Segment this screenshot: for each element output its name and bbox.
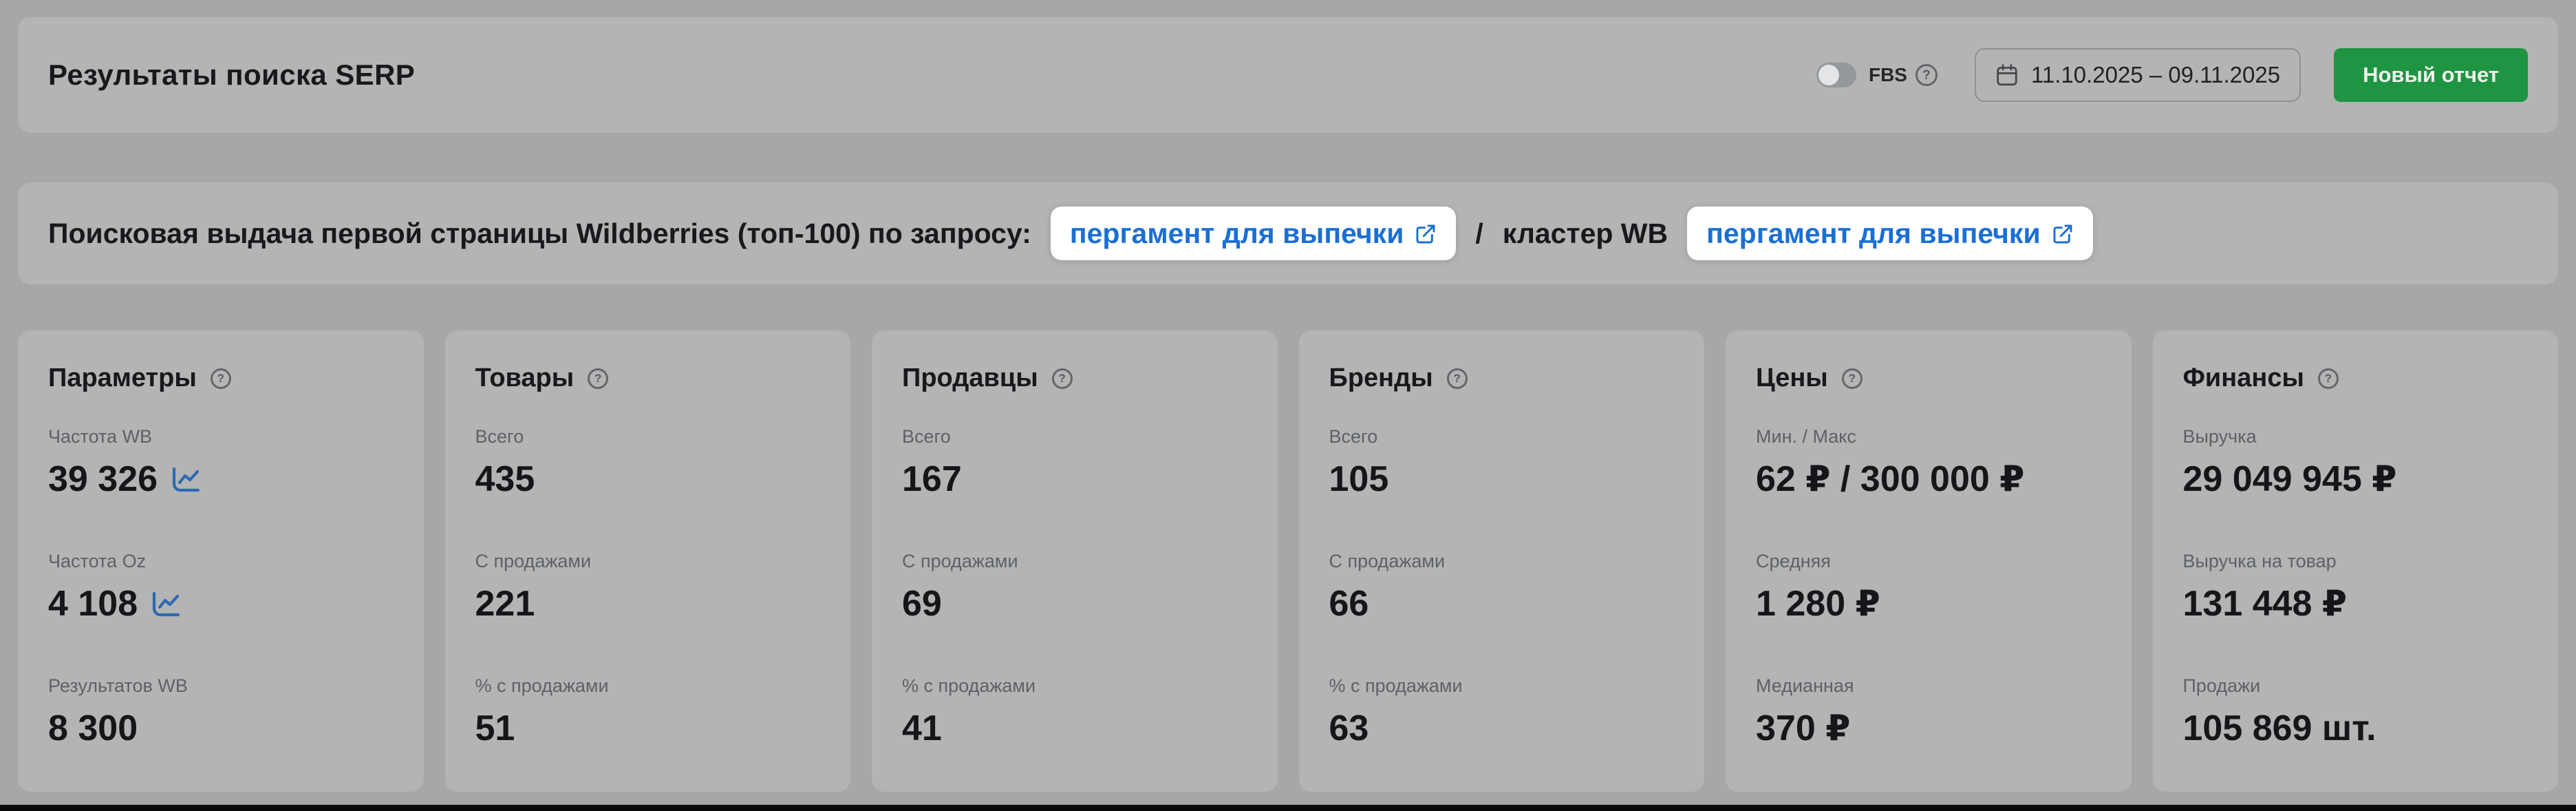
stat-value: 41 xyxy=(902,708,942,748)
cluster-link-pill[interactable]: пергамент для выпечки xyxy=(1687,207,2093,260)
stat-label: Средняя xyxy=(1756,551,1831,571)
stat-label: % с продажами xyxy=(902,675,1036,696)
stat-label: Мин. / Макс xyxy=(1756,426,1856,447)
stat-value: 4 108 xyxy=(48,584,138,624)
chart-line-icon[interactable] xyxy=(170,466,202,495)
query-link-label: пергамент для выпечки xyxy=(1069,217,1404,249)
stat-value: 105 869 шт. xyxy=(2182,708,2376,748)
stat-group: С продажами 69 xyxy=(902,551,1247,622)
stat-value: 62 ₽ / 300 000 ₽ xyxy=(1756,459,2025,499)
stat-value: 1 280 ₽ xyxy=(1756,584,1880,624)
stat-label: Выручка xyxy=(2182,426,2257,447)
date-range-picker[interactable]: 11.10.2025 – 09.11.2025 xyxy=(1974,48,2301,102)
card: Бренды ? Всего 105 С продажами 66 % с пр… xyxy=(1298,330,1704,792)
card: Цены ? Мин. / Макс 62 ₽ / 300 000 ₽ Сред… xyxy=(1726,330,2132,792)
card: Финансы ? Выручка 29 049 945 ₽ Выручка н… xyxy=(2152,330,2558,792)
external-link-icon xyxy=(1416,224,1435,244)
stat-value: 105 xyxy=(1329,459,1389,499)
card-help-icon[interactable]: ? xyxy=(588,368,609,389)
stat-value: 370 ₽ xyxy=(1756,708,1851,748)
stat-group: Всего 435 xyxy=(475,426,821,497)
query-prefix: Поисковая выдача первой страницы Wildber… xyxy=(48,217,1031,249)
new-report-label: Новый отчет xyxy=(2363,63,2499,87)
stat-label: Выручка на товар xyxy=(2182,551,2337,571)
stat-group: Результатов WB 8 300 xyxy=(48,675,394,746)
stat-group: Частота WB 39 326 xyxy=(48,426,394,497)
stat-value: 29 049 945 ₽ xyxy=(2182,459,2397,499)
stat-label: С продажами xyxy=(1329,551,1446,571)
query-link-pill[interactable]: пергамент для выпечки xyxy=(1050,207,1457,260)
stat-group: С продажами 221 xyxy=(475,551,821,622)
external-link-icon xyxy=(2053,224,2072,244)
fbs-label: FBS xyxy=(1868,64,1907,85)
stat-value: 435 xyxy=(475,459,535,499)
stat-label: С продажами xyxy=(475,551,592,571)
stat-label: Частота WB xyxy=(48,426,153,447)
stat-group: % с продажами 63 xyxy=(1329,675,1675,746)
stat-group: Частота Oz 4 108 xyxy=(48,551,394,622)
fbs-toggle[interactable] xyxy=(1816,63,1856,87)
stat-label: Всего xyxy=(1329,426,1378,447)
card-title: Товары xyxy=(475,364,575,392)
stat-label: Всего xyxy=(902,426,951,447)
stat-value: 63 xyxy=(1329,708,1369,748)
stat-value: 69 xyxy=(902,584,942,624)
card-help-icon[interactable]: ? xyxy=(210,368,231,389)
chart-line-icon[interactable] xyxy=(150,591,182,620)
stat-value: 8 300 xyxy=(48,708,138,748)
card-title: Бренды xyxy=(1329,364,1433,392)
query-bar: Поисковая выдача первой страницы Wildber… xyxy=(18,182,2558,284)
stat-group: С продажами 66 xyxy=(1329,551,1675,622)
cluster-link-label: пергамент для выпечки xyxy=(1706,217,2041,249)
stat-group: % с продажами 41 xyxy=(902,675,1247,746)
stats-cards: Параметры ? Частота WB 39 326 Частота Oz… xyxy=(18,330,2558,792)
header-bar: Результаты поиска SERP FBS ? 11.10.2025 … xyxy=(18,17,2558,133)
stat-group: Всего 105 xyxy=(1329,426,1675,497)
stat-label: Медианная xyxy=(1756,675,1854,696)
date-range-value: 11.10.2025 – 09.11.2025 xyxy=(2030,62,2281,87)
card-title: Финансы xyxy=(2182,364,2304,392)
cluster-label: кластер WB xyxy=(1502,217,1668,249)
stat-label: Результатов WB xyxy=(48,675,188,696)
calendar-icon xyxy=(1997,64,2017,86)
stat-label: Всего xyxy=(475,426,524,447)
stat-group: Выручка на товар 131 448 ₽ xyxy=(2183,551,2529,622)
fbs-toggle-knob xyxy=(1818,65,1839,85)
fbs-help-icon[interactable]: ? xyxy=(1915,64,1938,86)
card-title: Параметры xyxy=(48,364,197,392)
card-title: Цены xyxy=(1756,364,1828,392)
header-controls: FBS ? 11.10.2025 – 09.11.2025 Новый отче… xyxy=(1816,48,2528,102)
stat-group: Медианная 370 ₽ xyxy=(1756,675,2101,746)
card-help-icon[interactable]: ? xyxy=(1841,368,1863,389)
stat-value: 51 xyxy=(475,708,515,748)
card-help-icon[interactable]: ? xyxy=(1051,368,1073,389)
card: Товары ? Всего 435 С продажами 221 % с п… xyxy=(444,330,850,792)
stat-value: 66 xyxy=(1329,584,1369,624)
stat-value: 39 326 xyxy=(48,459,158,499)
card: Параметры ? Частота WB 39 326 Частота Oz… xyxy=(18,330,424,792)
viewport-bottom-edge xyxy=(0,805,2576,811)
card-title: Продавцы xyxy=(902,364,1038,392)
query-separator: / xyxy=(1475,217,1483,249)
card: Продавцы ? Всего 167 С продажами 69 % с … xyxy=(872,330,1278,792)
new-report-button[interactable]: Новый отчет xyxy=(2334,48,2528,102)
stat-label: % с продажами xyxy=(1329,675,1463,696)
stat-group: Выручка 29 049 945 ₽ xyxy=(2183,426,2529,497)
stat-group: Мин. / Макс 62 ₽ / 300 000 ₽ xyxy=(1756,426,2101,497)
card-help-icon[interactable]: ? xyxy=(2317,368,2339,389)
stat-group: Средняя 1 280 ₽ xyxy=(1756,551,2101,622)
stat-value: 131 448 ₽ xyxy=(2182,584,2348,624)
stat-value: 167 xyxy=(902,459,962,499)
card-help-icon[interactable]: ? xyxy=(1446,368,1468,389)
stat-group: Всего 167 xyxy=(902,426,1247,497)
stat-label: % с продажами xyxy=(475,675,609,696)
stat-label: Продажи xyxy=(2182,675,2261,696)
stat-label: С продажами xyxy=(902,551,1018,571)
stat-label: Частота Oz xyxy=(48,551,147,571)
stat-group: % с продажами 51 xyxy=(475,675,821,746)
stat-group: Продажи 105 869 шт. xyxy=(2183,675,2529,746)
page-title: Результаты поиска SERP xyxy=(48,59,416,91)
stat-value: 221 xyxy=(475,584,535,624)
